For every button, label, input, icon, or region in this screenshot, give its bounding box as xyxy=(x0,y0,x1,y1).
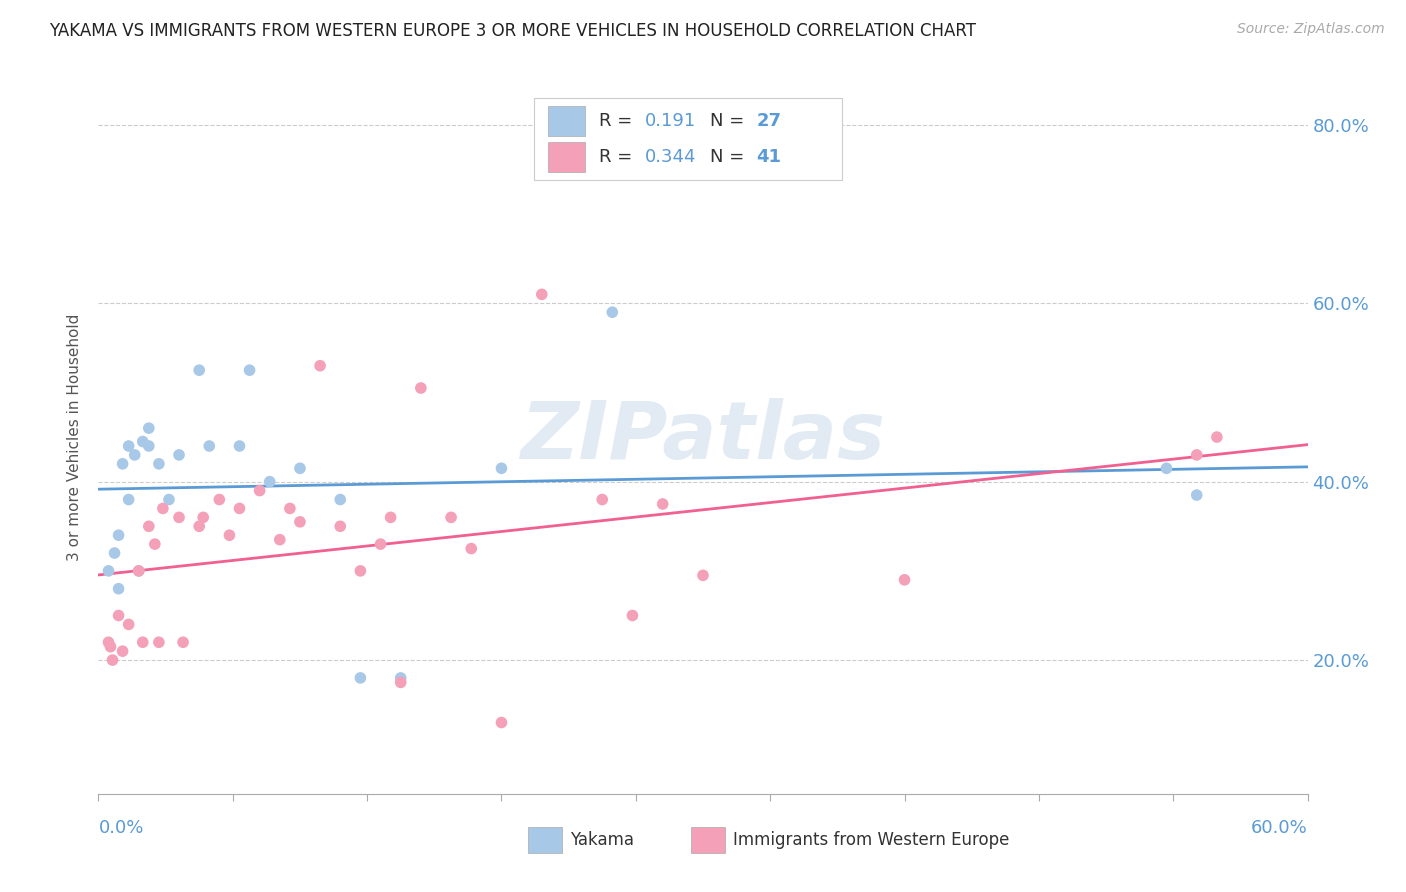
Point xyxy=(239,363,262,377)
Y-axis label: 3 or more Vehicles in Household: 3 or more Vehicles in Household xyxy=(67,313,83,561)
Point xyxy=(491,461,513,475)
Point xyxy=(380,510,402,524)
Point xyxy=(100,640,122,654)
Point xyxy=(118,617,141,632)
Point xyxy=(157,492,180,507)
Point xyxy=(118,439,141,453)
Point xyxy=(491,715,513,730)
Text: Yakama: Yakama xyxy=(569,830,634,848)
Point xyxy=(651,497,673,511)
Point xyxy=(188,363,211,377)
FancyBboxPatch shape xyxy=(690,828,724,853)
Point xyxy=(97,564,120,578)
Point xyxy=(118,492,141,507)
Point xyxy=(1185,448,1208,462)
Text: 60.0%: 60.0% xyxy=(1251,819,1308,837)
Point xyxy=(259,475,281,489)
Point xyxy=(389,671,412,685)
Point xyxy=(172,635,194,649)
Point xyxy=(1185,488,1208,502)
FancyBboxPatch shape xyxy=(548,142,585,171)
Point xyxy=(228,439,250,453)
Point xyxy=(249,483,271,498)
Point xyxy=(370,537,392,551)
Point xyxy=(124,448,146,462)
Point xyxy=(97,635,120,649)
Text: 41: 41 xyxy=(756,148,782,166)
Text: YAKAMA VS IMMIGRANTS FROM WESTERN EUROPE 3 OR MORE VEHICLES IN HOUSEHOLD CORRELA: YAKAMA VS IMMIGRANTS FROM WESTERN EUROPE… xyxy=(49,22,976,40)
Point xyxy=(621,608,644,623)
Point xyxy=(101,653,124,667)
Point xyxy=(148,635,170,649)
Point xyxy=(152,501,174,516)
Point xyxy=(103,546,125,560)
Point xyxy=(602,305,624,319)
Point xyxy=(107,528,129,542)
Point xyxy=(349,564,371,578)
Point xyxy=(530,287,553,301)
Text: 0.344: 0.344 xyxy=(645,148,696,166)
Text: 0.0%: 0.0% xyxy=(98,819,143,837)
Point xyxy=(228,501,250,516)
Text: ZIPatlas: ZIPatlas xyxy=(520,398,886,476)
Point xyxy=(198,439,221,453)
FancyBboxPatch shape xyxy=(527,828,561,853)
Text: N =: N = xyxy=(710,148,751,166)
Point xyxy=(440,510,463,524)
Point xyxy=(692,568,714,582)
Text: 27: 27 xyxy=(756,112,782,130)
Text: R =: R = xyxy=(599,148,638,166)
Point xyxy=(329,519,352,533)
Point xyxy=(128,564,150,578)
Point xyxy=(148,457,170,471)
Point xyxy=(107,582,129,596)
Point xyxy=(208,492,231,507)
Point xyxy=(460,541,482,556)
Point xyxy=(1156,461,1178,475)
Point xyxy=(138,439,160,453)
Point xyxy=(167,448,190,462)
Point xyxy=(111,644,134,658)
Text: 0.191: 0.191 xyxy=(645,112,696,130)
Point xyxy=(138,519,160,533)
Point xyxy=(409,381,432,395)
Point xyxy=(167,510,190,524)
Point xyxy=(1206,430,1229,444)
Point xyxy=(218,528,240,542)
Point xyxy=(107,608,129,623)
Point xyxy=(893,573,915,587)
Point xyxy=(128,564,150,578)
Point xyxy=(349,671,371,685)
Point xyxy=(309,359,332,373)
Point xyxy=(288,515,311,529)
Text: N =: N = xyxy=(710,112,751,130)
Text: Immigrants from Western Europe: Immigrants from Western Europe xyxy=(734,830,1010,848)
Point xyxy=(591,492,613,507)
Point xyxy=(329,492,352,507)
FancyBboxPatch shape xyxy=(548,106,585,136)
Point xyxy=(138,421,160,435)
Point xyxy=(288,461,311,475)
Point xyxy=(193,510,215,524)
Point xyxy=(389,675,412,690)
Point xyxy=(143,537,166,551)
Point xyxy=(278,501,301,516)
Point xyxy=(132,635,155,649)
Point xyxy=(111,457,134,471)
Point xyxy=(132,434,155,449)
FancyBboxPatch shape xyxy=(534,98,842,180)
Point xyxy=(188,519,211,533)
Point xyxy=(269,533,291,547)
Text: Source: ZipAtlas.com: Source: ZipAtlas.com xyxy=(1237,22,1385,37)
Text: R =: R = xyxy=(599,112,638,130)
